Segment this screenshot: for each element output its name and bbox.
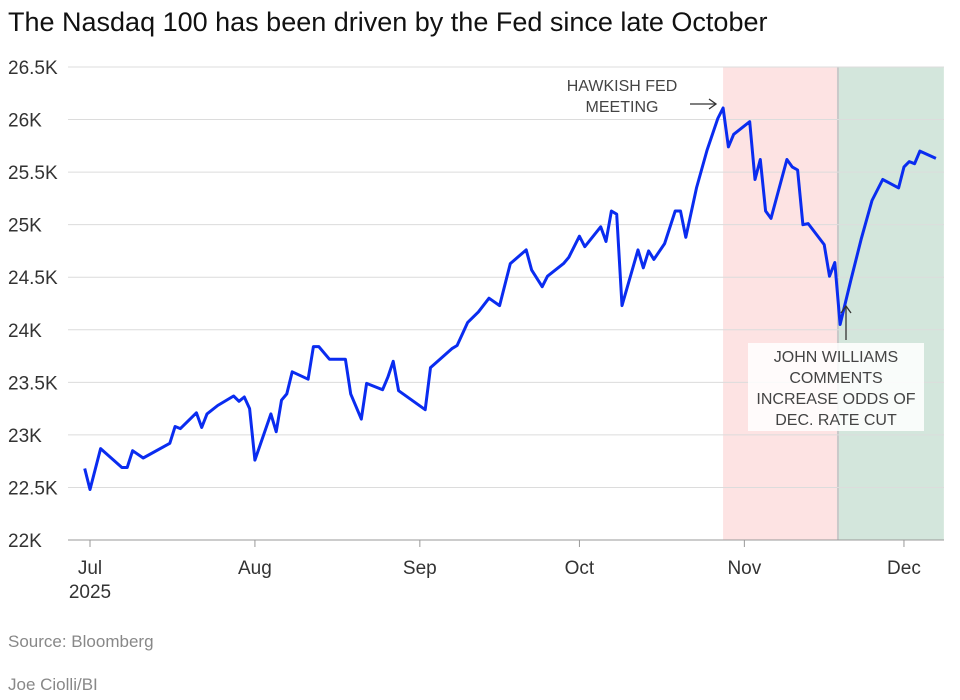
credit-note: Joe Ciolli/BI [8, 675, 98, 694]
annotation-line: INCREASE ODDS OF [756, 391, 915, 408]
y-tick-label: 24K [8, 321, 42, 342]
arrow-right-icon [690, 98, 718, 110]
y-tick-label: 22.5K [8, 478, 58, 499]
y-tick-label: 24.5K [8, 268, 58, 289]
y-tick-label: 23.5K [8, 373, 58, 394]
annotation-line: JOHN WILLIAMS [774, 349, 898, 366]
annotation-line: MEETING [586, 99, 659, 116]
y-tick-label: 25.5K [8, 163, 58, 184]
y-tick-label: 22K [8, 531, 42, 552]
x-tick-label: Aug [238, 558, 272, 579]
y-tick-label: 23K [8, 426, 42, 447]
annotation-hawkish-fed: HAWKISH FED MEETING [567, 78, 718, 116]
shaded-region-1 [837, 67, 944, 540]
x-tick-label: Oct [565, 558, 595, 579]
annotation-john-williams: JOHN WILLIAMS COMMENTS INCREASE ODDS OF … [748, 304, 924, 431]
chart-title: The Nasdaq 100 has been driven by the Fe… [8, 7, 767, 37]
x-tick-label: Dec [887, 558, 921, 579]
source-note: Source: Bloomberg [8, 632, 154, 651]
y-tick-label: 26.5K [8, 58, 58, 79]
annotation-line: DEC. RATE CUT [775, 412, 897, 429]
x-tick-label: Jul [78, 558, 102, 579]
series-line-nasdaq-100 [83, 106, 937, 491]
x-tick-label: Nov [727, 558, 761, 579]
y-tick-label: 25K [8, 216, 42, 237]
x-tick-sublabel: 2025 [69, 582, 111, 603]
y-tick-label: 26K [8, 111, 42, 132]
x-tick-label: Sep [403, 558, 437, 579]
arrow-up-icon [840, 304, 852, 340]
shaded-region-0 [723, 67, 838, 540]
annotation-line: HAWKISH FED [567, 78, 678, 95]
annotation-line: COMMENTS [789, 370, 882, 387]
